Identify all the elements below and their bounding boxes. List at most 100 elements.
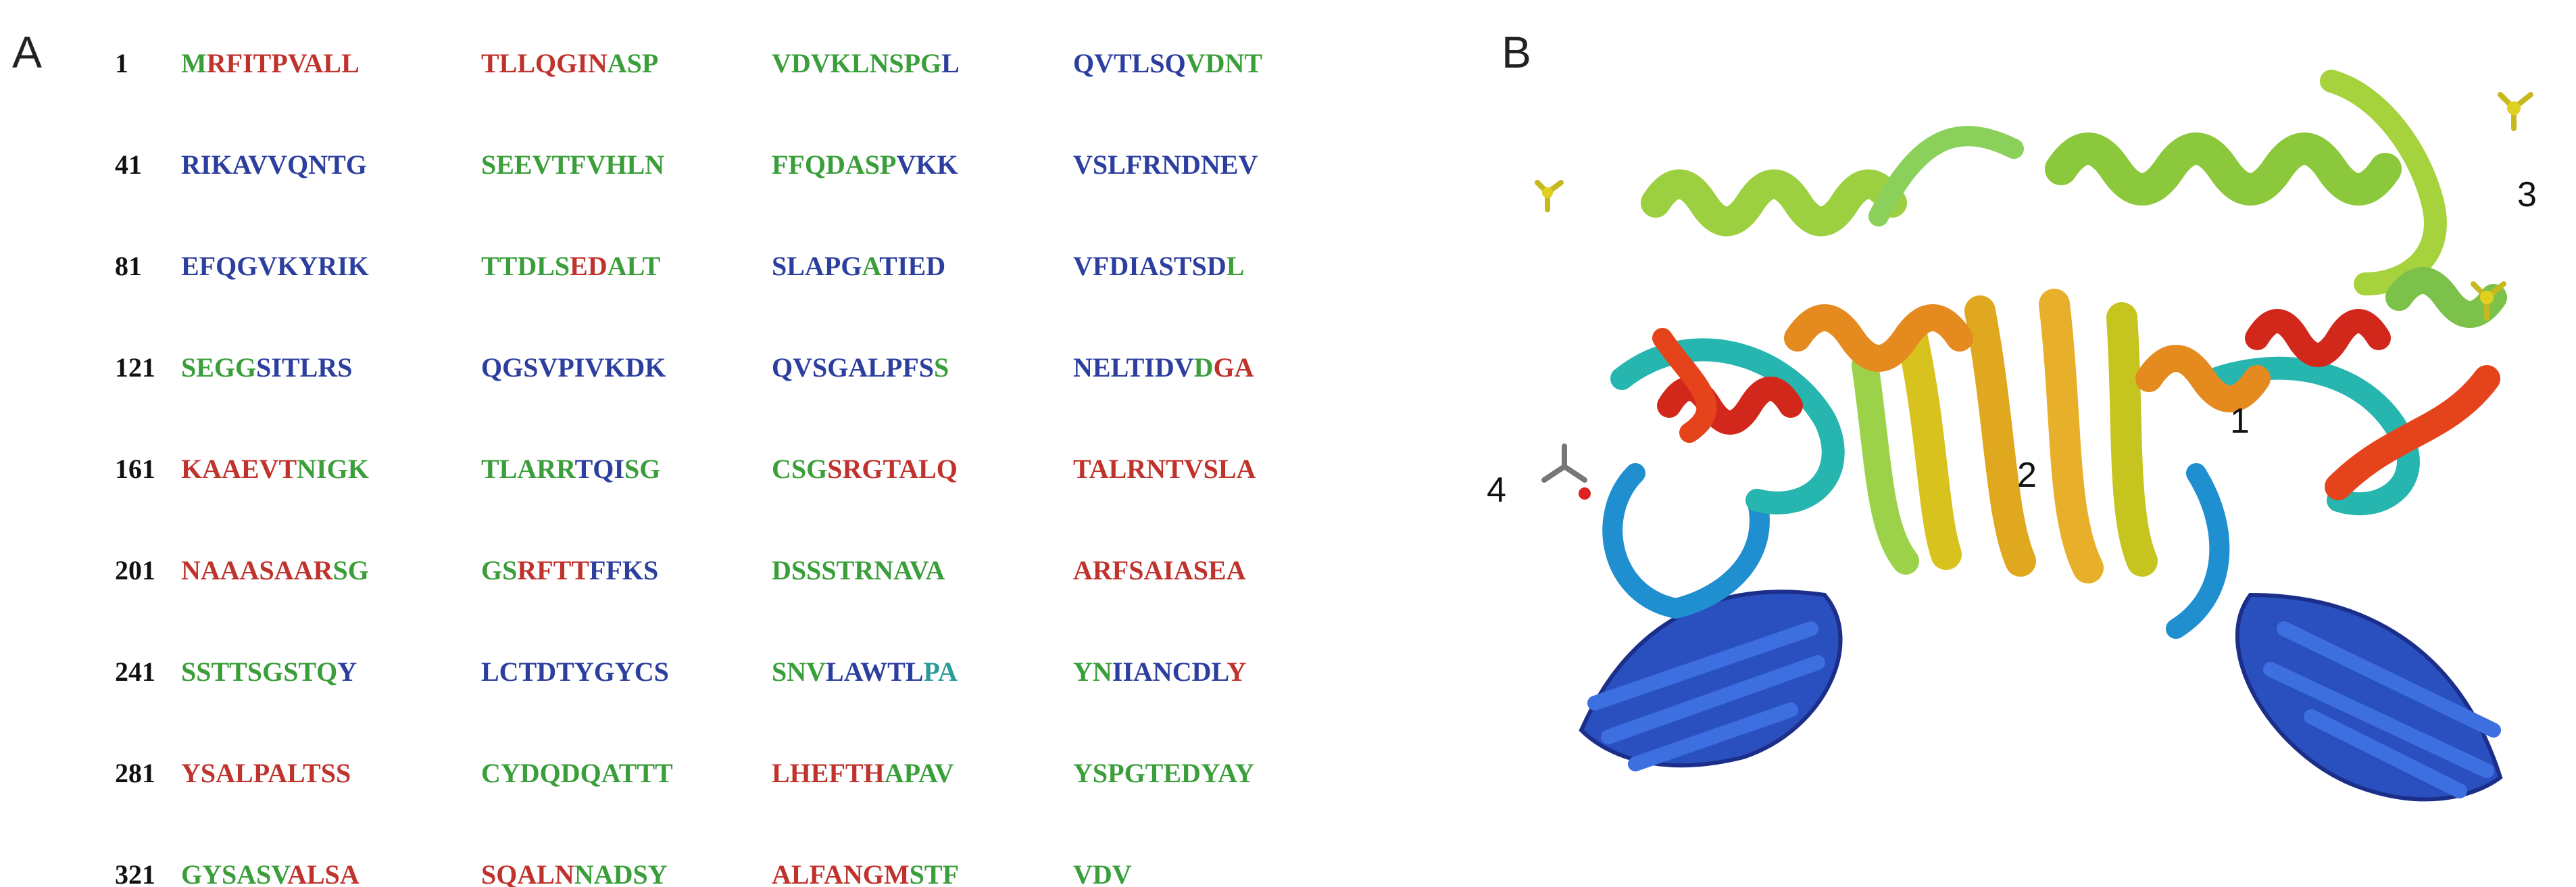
residue-segment: VDVKLNSPG — [772, 48, 941, 78]
residue-segment: SEEVTFVHLN — [481, 149, 664, 180]
sequence-block: SEGGSITLRS — [181, 352, 352, 383]
sequence-block: ARFSAIASEA — [1073, 555, 1246, 585]
residue-number: 81 — [115, 251, 142, 281]
residue-segment: LAWTL — [826, 656, 924, 687]
residue-segment: YSPGTEDYAY — [1073, 758, 1254, 788]
sequence-block: TTDLSEDALT — [481, 251, 661, 281]
residue-segment: SRGTALQ — [827, 454, 958, 484]
residue-segment: SG — [624, 454, 660, 484]
residue-segment: TLLQGIN — [481, 48, 608, 78]
residue-number: 201 — [115, 555, 155, 585]
site-label: 3 — [2517, 175, 2537, 214]
sequence-block: SSTTSGSTQY — [181, 656, 357, 687]
residue-segment: YN — [1073, 656, 1112, 687]
residue-segment: NADSY — [574, 859, 668, 887]
residue-segment: GYSASV — [181, 859, 291, 887]
residue-number: 281 — [115, 758, 155, 788]
sequence-block: EFQGVKYRIK — [181, 251, 369, 281]
residue-segment: SEGG — [181, 352, 256, 383]
residue-segment: Y — [1227, 656, 1246, 687]
sequence-block: MRFITPVALL — [181, 48, 360, 78]
sequence-block: ALFANGMSTF — [772, 859, 959, 887]
panel-label: B — [1502, 27, 1531, 77]
residue-segment: DSSSTRNAVA — [772, 555, 945, 585]
residue-segment: A — [862, 251, 881, 281]
residue-number: 161 — [115, 454, 155, 484]
residue-segment: SSTTSGSTQ — [181, 656, 337, 687]
residue-segment: ALT — [608, 251, 661, 281]
residue-number: 321 — [115, 859, 155, 887]
residue-segment: ASP — [608, 48, 659, 78]
residue-segment: VFDIASTSD — [1073, 251, 1227, 281]
residue-segment: NIGK — [297, 454, 369, 484]
residue-number: 121 — [115, 352, 155, 383]
residue-segment: EFQGVKYRIK — [181, 251, 369, 281]
residue-segment: TQI — [575, 454, 624, 484]
residue-number: 41 — [115, 149, 142, 180]
sequence-block: TLLQGINASP — [481, 48, 658, 78]
residue-number: 1 — [115, 48, 128, 78]
sequence-block: QVTLSQVDNT — [1073, 48, 1262, 78]
sequence-block: GYSASVALSA — [181, 859, 360, 887]
residue-segment: SQALN — [481, 859, 574, 887]
sequence-block: VSLFRNDNEV — [1073, 149, 1258, 180]
sequence-block: CSGSRGTALQ — [772, 454, 958, 484]
site-label: 4 — [1487, 471, 1506, 510]
residue-segment: RFTT — [517, 555, 589, 585]
residue-segment: SLAPG — [772, 251, 862, 281]
sequence-block: GSRFTTFFKS — [481, 555, 658, 585]
sequence-block: NAAASAARSG — [181, 555, 369, 585]
residue-segment: NAAASAAR — [181, 555, 334, 585]
sequence-block: SLAPGATIED — [772, 251, 945, 281]
residue-segment: ALSA — [287, 859, 360, 887]
residue-segment: YSALPALTSS — [181, 758, 351, 788]
site-label: 1 — [2230, 402, 2250, 441]
residue-segment: ED — [570, 251, 608, 281]
residue-segment: QGSVPIVKDK — [481, 352, 666, 383]
sequence-block: LCTDTYGYCS — [481, 656, 669, 687]
site-label: 2 — [2017, 456, 2037, 495]
sequence-block: VFDIASTSDL — [1073, 251, 1244, 281]
residue-segment: CYDQDQATTT — [481, 758, 673, 788]
residue-segment: CSG — [772, 454, 827, 484]
residue-segment: GA — [1213, 352, 1254, 383]
sequence-block: QGSVPIVKDK — [481, 352, 666, 383]
residue-segment: VDNT — [1186, 48, 1263, 78]
residue-segment: D — [1194, 352, 1214, 383]
sequence: 1 MRFITPVALL TLLQGINASP VDVKLNSPGL QVTLSQVDN… — [115, 48, 1262, 887]
sequence-block: TALRNTVSLA — [1073, 454, 1256, 484]
sequence-block: FFQDASPVKK — [772, 149, 958, 180]
residue-segment: LHEFTH — [772, 758, 885, 788]
sequence-block: SNVLAWTLPA — [772, 656, 958, 687]
residue-segment: QVSGALPFS — [772, 352, 934, 383]
sequence-block: VDV — [1073, 859, 1132, 887]
sequence-block: VDVKLNSPGL — [772, 48, 960, 78]
residue-segment: RFITPVALL — [207, 48, 360, 78]
residue-segment: Y — [337, 656, 357, 687]
residue-segment: S — [934, 352, 949, 383]
residue-segment: SITLRS — [256, 352, 352, 383]
residue-segment: SNV — [772, 656, 826, 687]
residue-segment: KAAEVT — [181, 454, 297, 484]
residue-segment: APAV — [885, 758, 954, 788]
residue-number: 241 — [115, 656, 155, 687]
residue-segment: NELTIDV — [1073, 352, 1194, 383]
sequence-block: KAAEVTNIGK — [181, 454, 369, 484]
residue-segment: PA — [924, 656, 958, 687]
sequence-block: SEEVTFVHLN — [481, 149, 664, 180]
sequence-block: DSSSTRNAVA — [772, 555, 945, 585]
residue-segment: STF — [910, 859, 959, 887]
residue-segment: FFQDASP — [772, 149, 896, 180]
sequence-block: LHEFTHAPAV — [772, 758, 954, 788]
residue-segment: M — [181, 48, 207, 78]
residue-segment: VKK — [896, 149, 958, 180]
residue-segment: RIKAVVQNTG — [181, 149, 367, 180]
residue-segment: LCTDTYGYCS — [481, 656, 669, 687]
residue-segment: L — [1227, 251, 1245, 281]
sequence-block: CYDQDQATTT — [481, 758, 673, 788]
residue-segment: TALRNTVSLA — [1073, 454, 1256, 484]
residue-segment: SG — [332, 555, 368, 585]
sequence-block: SQALNNADSY — [481, 859, 668, 887]
residue-segment: TTDLS — [481, 251, 570, 281]
